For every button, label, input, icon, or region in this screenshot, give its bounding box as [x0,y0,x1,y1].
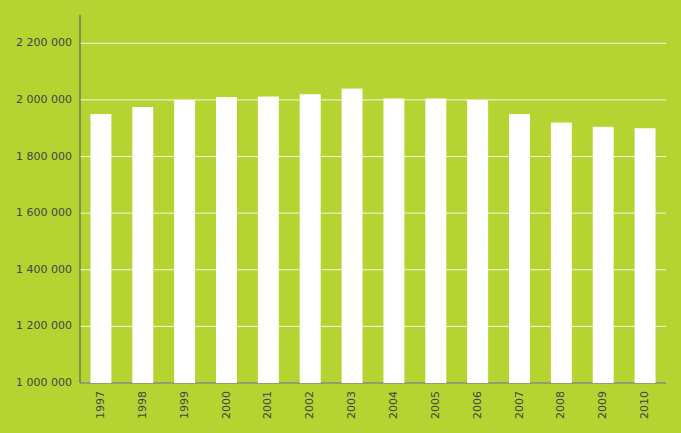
x-tick-label: 2000 [220,391,233,419]
grid-line [80,99,666,100]
y-ticks: 1 000 000 1 200 000 1 400 000 1 600 000 1 80… [16,36,72,389]
x-tick-label: 1998 [136,391,149,419]
bar [509,114,530,383]
x-tick-label: 2002 [303,391,316,419]
x-tick-label: 2008 [554,391,567,419]
x-tick-label: 2007 [513,391,526,419]
bar [258,97,279,383]
x-tick-label: 1999 [178,391,191,419]
bar [300,94,321,383]
bar [425,99,446,383]
y-tick-label: 1 600 000 [16,206,72,219]
bar [216,97,237,383]
chart: 1 000 000 1 200 000 1 400 000 1 600 000 1 80… [0,0,681,433]
x-ticks: 1997 1998 1999 2000 2001 2002 2003 2004 2005 2006… [94,391,651,419]
y-tick-label: 1 800 000 [16,150,72,163]
grid-line [80,326,666,327]
bar [174,100,195,383]
chart-container: 1 000 000 1 200 000 1 400 000 1 600 000 1 80… [0,0,681,433]
grid-line [80,156,666,157]
grid-line [80,43,666,44]
bar [593,127,614,383]
bar [467,100,488,383]
bars [90,89,655,383]
y-tick-label: 1 400 000 [16,263,72,276]
grid-line [80,269,666,270]
bar [383,99,404,383]
x-tick-label: 2005 [429,391,442,419]
y-tick-label: 1 200 000 [16,319,72,332]
y-tick-label: 2 200 000 [16,36,72,49]
x-tick-label: 1997 [94,391,107,419]
x-tick-label: 2010 [638,391,651,419]
bar [342,89,363,383]
x-tick-label: 2006 [471,391,484,419]
x-tick-label: 2003 [345,391,358,419]
x-tick-label: 2009 [596,391,609,419]
background [0,0,681,433]
y-tick-label: 1 000 000 [16,376,72,389]
bar [132,107,153,383]
x-tick-label: 2004 [387,391,400,419]
grid [80,43,666,383]
bar [551,123,572,383]
grid-line [80,213,666,214]
y-tick-label: 2 000 000 [16,93,72,106]
grid-line [80,383,666,384]
y-axis-line [80,15,81,383]
x-axis-line [80,383,666,384]
x-tick-label: 2001 [261,391,274,419]
bar [635,128,656,383]
bar [90,114,111,383]
